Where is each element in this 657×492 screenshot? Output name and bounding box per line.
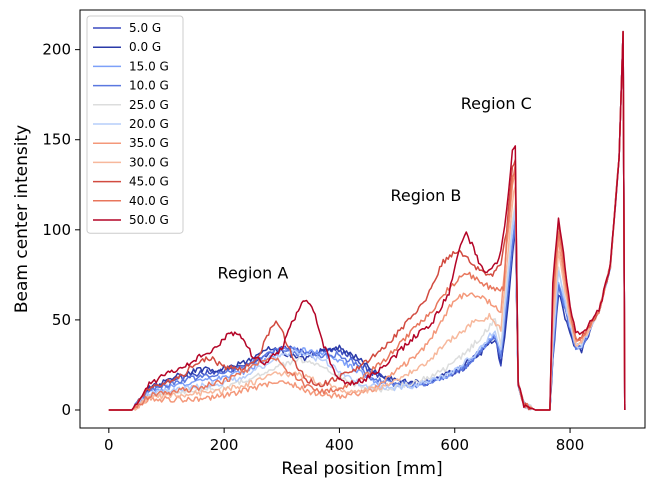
legend-label-25-0-g: 25.0 G <box>129 98 169 112</box>
plot-frame <box>79 9 646 429</box>
legend-label-35-0-g: 35.0 G <box>129 136 169 150</box>
y-tick-label: 200 <box>42 41 71 59</box>
y-axis-label: Beam center intensity <box>12 125 32 313</box>
legend-label-5-0-g: 5.0 G <box>129 21 161 35</box>
series-line-0-0-g <box>108 30 626 411</box>
series-line-15-0-g <box>108 30 626 411</box>
series-line-30-0-g <box>108 30 626 411</box>
annotation-region-b: Region B <box>390 186 461 205</box>
series-line-35-0-g <box>108 30 626 411</box>
series-line-40-0-g <box>108 30 626 411</box>
x-tick-label: 600 <box>440 436 469 454</box>
annotation-region-c: Region C <box>461 94 532 113</box>
series-line-20-0-g <box>108 30 626 411</box>
series-line-50-0-g <box>108 30 626 411</box>
y-tick-label: 100 <box>42 221 71 239</box>
legend-label-40-0-g: 40.0 G <box>129 194 169 208</box>
legend-label-15-0-g: 15.0 G <box>129 59 169 73</box>
series-lines <box>108 30 626 411</box>
series-line-45-0-g <box>108 30 626 411</box>
x-tick-label: 0 <box>104 436 114 454</box>
x-tick-label: 200 <box>210 436 239 454</box>
legend-label-30-0-g: 30.0 G <box>129 155 169 169</box>
series-line-10-0-g <box>108 30 626 411</box>
x-tick-label: 800 <box>556 436 585 454</box>
series-line-5-0-g <box>108 30 626 411</box>
series-line-25-0-g <box>108 30 626 411</box>
legend-label-10-0-g: 10.0 G <box>129 79 169 93</box>
legend: 5.0 G 0.0 G 15.0 G 10.0 G 25.0 G 20.0 G 35.0 G… <box>86 15 184 234</box>
legend-label-0-0-g: 0.0 G <box>129 40 161 54</box>
y-tick-label: 0 <box>61 401 71 419</box>
y-tick-label: 150 <box>42 131 71 149</box>
legend-label-50-0-g: 50.0 G <box>129 213 169 227</box>
legend-box <box>86 15 184 234</box>
y-tick-label: 50 <box>52 311 71 329</box>
x-axis: 0 200 400 600 800 <box>104 428 584 454</box>
x-axis-label: Real position [mm] <box>281 459 442 479</box>
y-axis: 0 50 100 150 200 <box>42 41 80 419</box>
annotation-region-a: Region A <box>218 263 289 282</box>
x-tick-label: 400 <box>325 436 354 454</box>
legend-label-45-0-g: 45.0 G <box>129 175 169 189</box>
legend-label-20-0-g: 20.0 G <box>129 117 169 131</box>
